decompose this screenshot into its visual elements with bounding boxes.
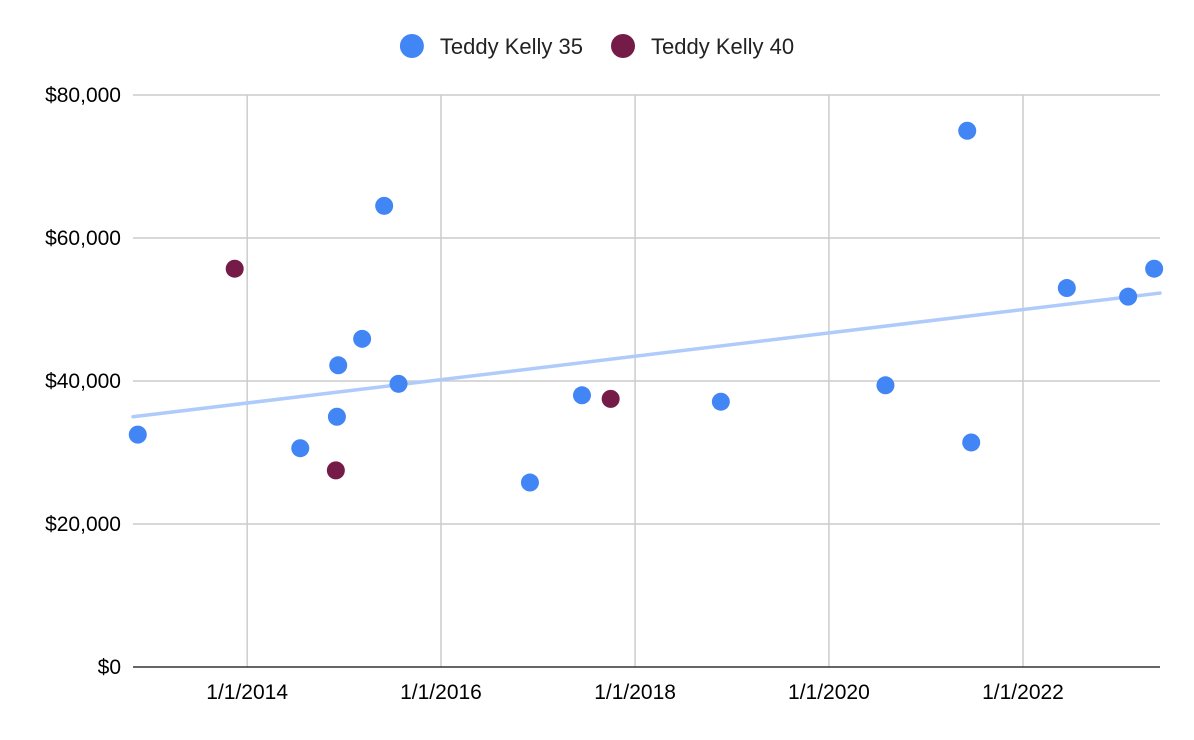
x-tick-label: 1/1/2020 [788, 681, 870, 704]
legend-marker [399, 34, 424, 58]
data-point [1145, 259, 1164, 278]
y-tick-label: $60,000 [45, 227, 121, 250]
data-point [291, 439, 310, 458]
y-tick-label: $40,000 [45, 370, 121, 393]
x-tick-label: 1/1/2014 [206, 681, 288, 704]
legend-item: Teddy Kelly 35 [399, 34, 583, 59]
x-tick-label: 1/1/2016 [400, 681, 482, 704]
data-point [958, 121, 977, 140]
data-points [128, 121, 1164, 492]
data-point [1119, 287, 1138, 306]
y-tick-label: $0 [98, 656, 121, 679]
data-point [327, 407, 346, 426]
x-tick-label: 1/1/2018 [594, 681, 676, 704]
data-point [601, 389, 620, 408]
y-tick-label: $80,000 [45, 84, 121, 107]
data-point [520, 473, 539, 492]
data-point [353, 329, 372, 348]
legend: Teddy Kelly 35 Teddy Kelly 40 [399, 34, 794, 59]
axes: $0 $20,000 $40,000 $60,000 $80,000 1/1/2014 1/… [45, 84, 1160, 704]
trendline-layer [131, 291, 1162, 419]
data-point [711, 392, 730, 411]
y-tick-label: $20,000 [45, 513, 121, 536]
data-point [329, 356, 348, 375]
data-point [128, 425, 147, 444]
data-point [375, 196, 394, 215]
legend-item: Teddy Kelly 40 [611, 34, 794, 59]
legend-label: Teddy Kelly 35 [440, 34, 583, 59]
data-point [876, 376, 895, 395]
data-point [1057, 279, 1076, 298]
data-point [326, 461, 345, 480]
legend-marker [611, 34, 635, 58]
legend-label: Teddy Kelly 40 [651, 34, 794, 59]
data-point [389, 374, 408, 393]
x-tick-label: 1/1/2022 [982, 681, 1064, 704]
data-point [225, 259, 244, 278]
data-point [572, 386, 591, 405]
gridlines [133, 94, 1160, 667]
data-point [962, 433, 981, 452]
trendline [131, 291, 1162, 419]
